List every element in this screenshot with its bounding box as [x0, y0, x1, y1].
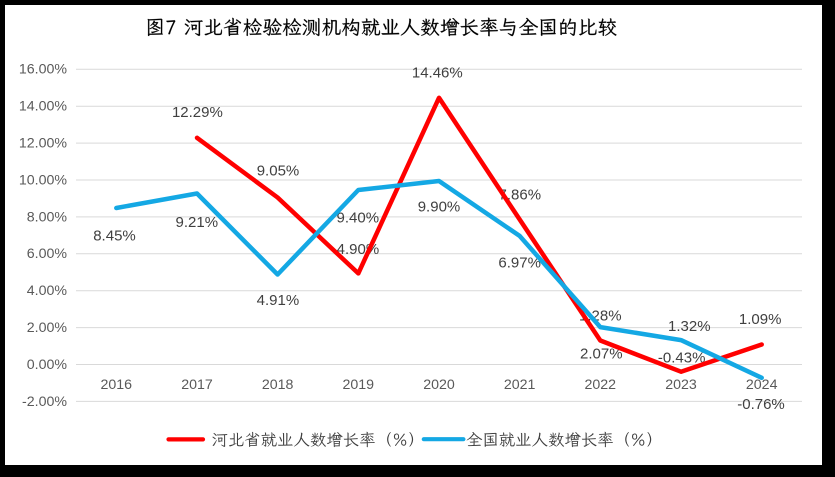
svg-text:1.32%: 1.32%	[668, 318, 711, 335]
svg-text:4.91%: 4.91%	[257, 292, 300, 309]
svg-text:2022: 2022	[585, 377, 617, 393]
svg-text:8.00%: 8.00%	[27, 209, 68, 225]
svg-text:2020: 2020	[423, 377, 455, 393]
svg-text:2024: 2024	[746, 377, 778, 393]
svg-text:14.46%: 14.46%	[412, 64, 463, 81]
svg-text:12.29%: 12.29%	[172, 104, 223, 121]
svg-text:2021: 2021	[504, 377, 536, 393]
svg-text:-2.00%: -2.00%	[22, 394, 67, 410]
svg-text:9.21%: 9.21%	[176, 214, 219, 231]
svg-text:9.40%: 9.40%	[337, 209, 380, 226]
svg-text:14.00%: 14.00%	[19, 99, 68, 115]
svg-text:10.00%: 10.00%	[19, 172, 68, 188]
svg-text:0.00%: 0.00%	[27, 357, 68, 373]
svg-text:6.97%: 6.97%	[498, 255, 541, 272]
svg-text:2.07%: 2.07%	[580, 345, 623, 362]
svg-text:2019: 2019	[343, 377, 375, 393]
svg-text:9.05%: 9.05%	[257, 162, 300, 179]
svg-text:16.00%: 16.00%	[19, 62, 68, 78]
svg-text:2017: 2017	[181, 377, 213, 393]
svg-text:2018: 2018	[262, 377, 294, 393]
svg-text:-0.76%: -0.76%	[737, 396, 785, 413]
svg-text:-0.43%: -0.43%	[658, 349, 706, 366]
svg-text:2023: 2023	[665, 377, 697, 393]
svg-text:4.00%: 4.00%	[27, 283, 68, 299]
svg-text:7.86%: 7.86%	[499, 187, 542, 204]
svg-text:9.90%: 9.90%	[418, 199, 461, 216]
svg-text:2.00%: 2.00%	[27, 320, 68, 336]
svg-text:12.00%: 12.00%	[19, 136, 68, 152]
svg-text:6.00%: 6.00%	[27, 246, 68, 262]
svg-text:2016: 2016	[101, 377, 133, 393]
svg-text:8.45%: 8.45%	[93, 228, 136, 245]
svg-text:1.09%: 1.09%	[739, 311, 782, 328]
